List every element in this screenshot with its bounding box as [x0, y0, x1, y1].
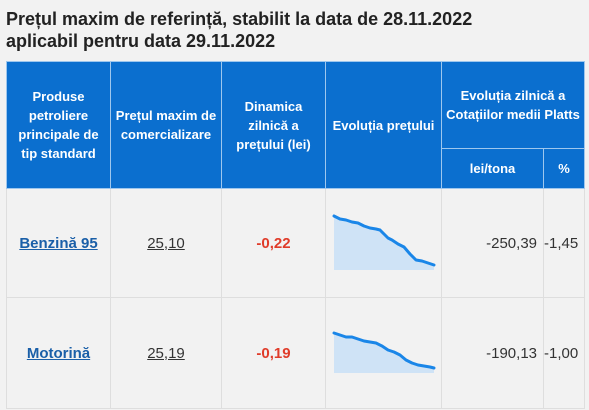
dynamics-value: -0,22	[256, 234, 291, 252]
product-link-benzina-95[interactable]: Benzină 95	[19, 234, 98, 252]
header-price: Prețul maxim de comercializare	[110, 61, 222, 189]
evolution-cell	[325, 297, 442, 409]
header-percent: %	[543, 148, 585, 189]
header-dynamics: Dinamica zilnică a prețului (lei)	[221, 61, 326, 189]
title-line-2: aplicabil pentru data 29.11.2022	[6, 31, 276, 51]
percent-cell: -1,00	[543, 297, 585, 409]
price-table: Produse petroliere principale de tip sta…	[6, 61, 585, 409]
sparkline-motorina	[332, 331, 435, 373]
product-cell: Benzină 95	[6, 188, 111, 298]
sparkline-area	[333, 333, 434, 373]
sparkline-line	[332, 214, 435, 267]
price-cell: 25,10	[110, 188, 222, 298]
price-link-motorina[interactable]: 25,19	[147, 344, 185, 362]
sparkline-line	[332, 331, 435, 370]
dynamics-cell: -0,19	[221, 297, 326, 409]
percent-cell: -1,45	[543, 188, 585, 298]
price-link-benzina-95[interactable]: 25,10	[147, 234, 185, 252]
product-link-motorina[interactable]: Motorină	[26, 344, 91, 362]
product-cell: Motorină	[6, 297, 111, 409]
dynamics-cell: -0,22	[221, 188, 326, 298]
title-line-1: Prețul maxim de referință, stabilit la d…	[6, 9, 473, 29]
header-lei-tona: lei/tona	[441, 148, 544, 189]
evolution-cell	[325, 188, 442, 298]
dynamics-value: -0,19	[256, 344, 291, 362]
price-cell: 25,19	[110, 297, 222, 409]
table-row: Motorină 25,19 -0,19 -190,13 -1,00	[6, 297, 585, 409]
sparkline-benzina-95	[332, 214, 435, 270]
header-evolution: Evoluția prețului	[325, 61, 442, 189]
lei-tona-cell: -250,39	[441, 188, 544, 298]
page-title: Prețul maxim de referință, stabilit la d…	[6, 8, 581, 52]
header-product: Produse petroliere principale de tip sta…	[6, 61, 111, 189]
sparkline-area	[333, 216, 434, 270]
header-platts: Evoluția zilnică a Cotațiilor medii Plat…	[441, 61, 585, 149]
lei-tona-cell: -190,13	[441, 297, 544, 409]
table-row: Benzină 95 25,10 -0,22 -250,39 -1,45	[6, 188, 585, 298]
